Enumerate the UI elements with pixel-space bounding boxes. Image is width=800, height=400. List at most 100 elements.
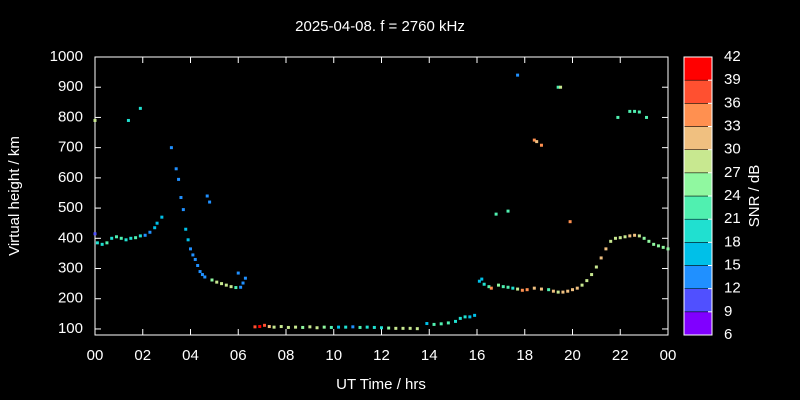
y-axis-label: Virtual height / km bbox=[6, 136, 23, 256]
colorbar-swatch bbox=[683, 149, 713, 174]
data-point bbox=[93, 118, 97, 122]
data-point bbox=[134, 236, 138, 240]
data-point bbox=[446, 321, 450, 325]
data-point bbox=[138, 106, 142, 110]
y-tick-label: 700 bbox=[58, 139, 83, 156]
data-point bbox=[551, 289, 555, 293]
data-point bbox=[372, 325, 376, 329]
data-point bbox=[501, 285, 505, 289]
x-tick-label: 10 bbox=[325, 347, 342, 364]
data-point bbox=[138, 234, 142, 238]
data-point bbox=[224, 283, 228, 287]
data-point bbox=[155, 221, 159, 225]
data-point bbox=[535, 140, 539, 144]
data-point bbox=[477, 279, 481, 283]
x-tick-label: 08 bbox=[278, 347, 295, 364]
data-point bbox=[380, 326, 383, 330]
colorbar-swatch bbox=[683, 311, 713, 336]
y-tick-label: 300 bbox=[58, 259, 83, 276]
x-tick-label: 06 bbox=[230, 347, 247, 364]
data-point bbox=[294, 325, 298, 329]
data-point bbox=[454, 319, 458, 323]
data-point bbox=[272, 325, 276, 329]
data-point bbox=[315, 326, 319, 330]
x-tick-label: 04 bbox=[182, 347, 199, 364]
plot-frame bbox=[94, 56, 669, 336]
data-point bbox=[482, 282, 486, 286]
data-point bbox=[253, 325, 257, 329]
data-point bbox=[480, 277, 484, 281]
data-point bbox=[263, 323, 267, 327]
colorbar-tick-label: 12 bbox=[724, 280, 741, 297]
colorbar-tick-label: 18 bbox=[724, 233, 741, 250]
data-point bbox=[258, 325, 262, 329]
data-point bbox=[532, 138, 536, 142]
data-point bbox=[267, 325, 271, 329]
data-point bbox=[494, 212, 498, 216]
data-point bbox=[609, 239, 613, 243]
y-tick-label: 600 bbox=[58, 169, 83, 186]
data-point bbox=[322, 325, 326, 329]
data-point bbox=[105, 241, 109, 245]
data-point bbox=[220, 282, 224, 286]
data-point bbox=[200, 273, 204, 277]
data-point bbox=[516, 287, 520, 291]
colorbar-tick-label: 33 bbox=[724, 117, 741, 134]
colorbar-swatch bbox=[683, 288, 713, 313]
data-point bbox=[656, 244, 660, 248]
data-point bbox=[408, 326, 412, 330]
data-point bbox=[143, 233, 147, 237]
data-point bbox=[496, 283, 500, 287]
data-point bbox=[666, 247, 670, 251]
data-point bbox=[463, 315, 467, 319]
colorbar-tick-label: 9 bbox=[724, 303, 732, 320]
colorbar-swatch bbox=[683, 172, 713, 197]
data-point bbox=[642, 236, 646, 240]
data-point bbox=[241, 281, 245, 285]
data-point bbox=[539, 143, 543, 147]
data-point bbox=[468, 315, 472, 319]
data-point bbox=[568, 220, 572, 224]
data-point bbox=[236, 271, 240, 275]
data-point bbox=[506, 285, 510, 289]
colorbar-swatch bbox=[683, 265, 713, 289]
data-point bbox=[239, 285, 243, 289]
data-point bbox=[129, 236, 133, 240]
data-point bbox=[616, 115, 620, 119]
data-point bbox=[196, 264, 200, 267]
data-point bbox=[487, 285, 491, 289]
data-point bbox=[351, 325, 355, 329]
colorbar-swatch bbox=[683, 56, 713, 81]
data-point bbox=[193, 257, 197, 261]
colorbar-tick-label: 24 bbox=[724, 187, 741, 204]
data-point bbox=[415, 327, 419, 331]
data-point bbox=[628, 234, 632, 238]
x-tick-label: 18 bbox=[516, 347, 533, 364]
data-point bbox=[516, 73, 520, 77]
data-point bbox=[661, 245, 665, 249]
data-point bbox=[189, 247, 192, 251]
data-point bbox=[344, 325, 348, 329]
data-point bbox=[571, 288, 574, 292]
data-point bbox=[628, 109, 632, 113]
data-point bbox=[208, 200, 212, 204]
colorbar-swatch bbox=[683, 79, 713, 104]
data-point bbox=[337, 325, 341, 329]
colorbar-tick-label: 30 bbox=[724, 141, 741, 158]
data-point bbox=[590, 273, 594, 277]
y-tick-label: 800 bbox=[58, 108, 83, 125]
colorbar-tick-label: 27 bbox=[724, 164, 741, 181]
data-point bbox=[604, 247, 608, 251]
colorbar-swatch bbox=[683, 218, 713, 243]
x-tick-label: 16 bbox=[469, 347, 486, 364]
data-point bbox=[160, 215, 164, 219]
y-tick-label: 200 bbox=[58, 290, 83, 307]
data-point bbox=[215, 280, 219, 284]
data-point bbox=[575, 286, 579, 290]
data-point bbox=[174, 167, 178, 171]
data-point bbox=[126, 118, 130, 122]
data-point bbox=[637, 110, 641, 114]
colorbar-swatch bbox=[683, 126, 713, 150]
colorbar-swatch bbox=[683, 103, 713, 127]
data-point bbox=[623, 235, 627, 239]
